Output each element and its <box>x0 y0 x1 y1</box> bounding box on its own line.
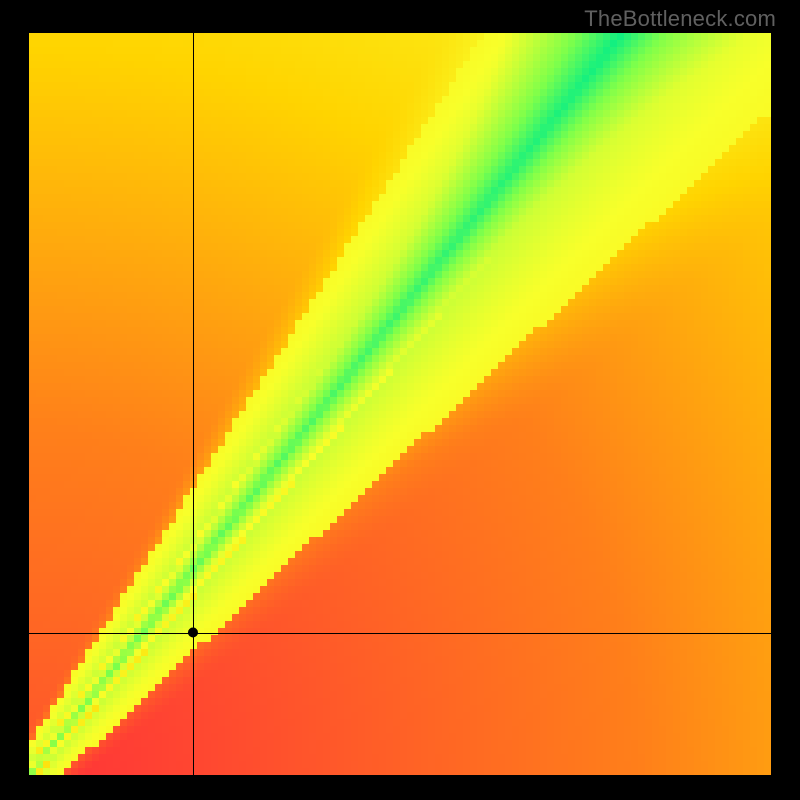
heatmap-canvas <box>29 33 771 775</box>
attribution-text: TheBottleneck.com <box>584 6 776 32</box>
chart-frame: TheBottleneck.com <box>0 0 800 800</box>
heatmap-plot <box>29 33 771 775</box>
